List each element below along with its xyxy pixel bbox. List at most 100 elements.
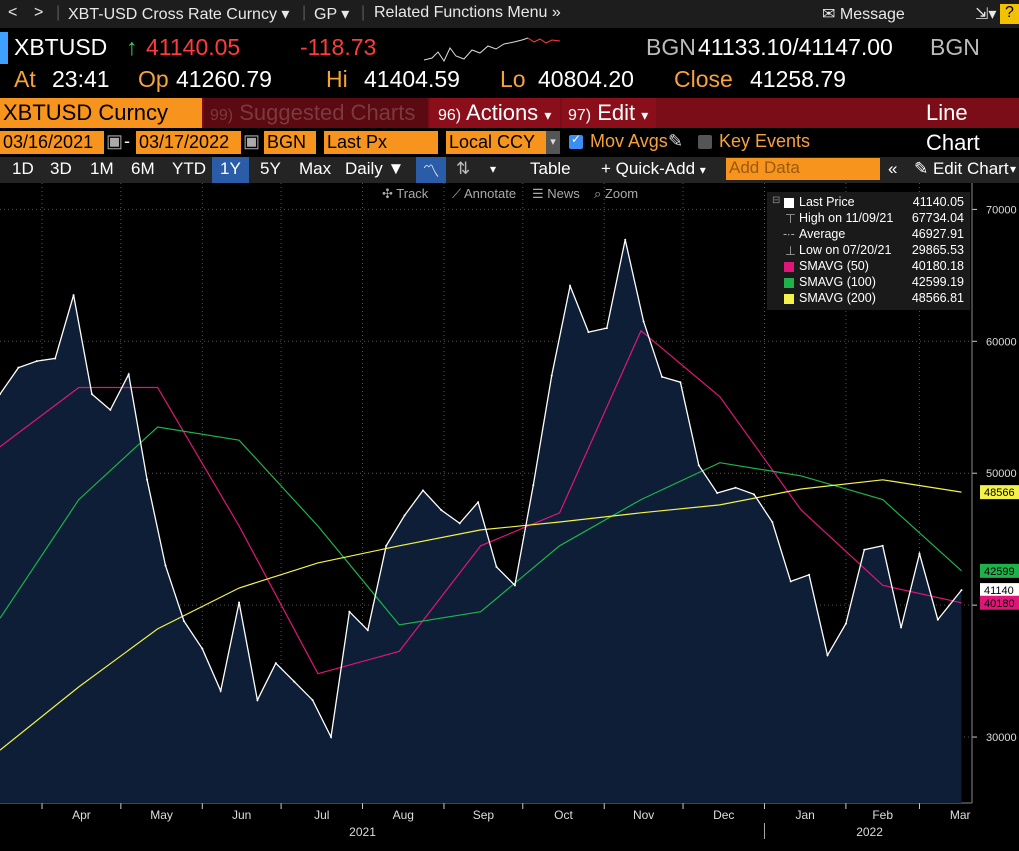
series-line-smavg-100- [0, 426, 962, 626]
y-tick-label: 60000 [986, 336, 1017, 348]
chevron-down-icon[interactable]: ▾ [1010, 162, 1017, 176]
pencil-icon[interactable]: ✎ [668, 131, 684, 151]
price-chart[interactable]: 3000040000500006000070000AprMayJunJulAug… [0, 183, 1019, 847]
collapse-toggle-icon[interactable]: ⊟ [772, 195, 781, 206]
price-point [403, 514, 406, 517]
chevron-down-icon: ▾ [641, 107, 649, 123]
suggested-num: 99) [210, 107, 234, 124]
price-point [35, 360, 38, 363]
currency-selector[interactable]: Local CCY [446, 131, 546, 154]
series-line-smavg-200- [0, 479, 962, 751]
legend-swatch [784, 278, 794, 288]
field-selector[interactable]: Last Px [324, 131, 438, 154]
suggested-charts-menu[interactable]: 99) Suggested Charts ▾ [204, 98, 428, 158]
low-marker-icon: ⊥ [785, 244, 796, 258]
x-tick-label: May [150, 808, 173, 822]
chevron-down-icon[interactable]: ▾ [546, 131, 560, 154]
legend-value: 48566.81 [911, 291, 964, 305]
period-1d[interactable]: 1D [12, 159, 34, 178]
back-icon[interactable]: < [8, 4, 18, 21]
calendar-icon[interactable]: ▣ [243, 131, 261, 151]
security-title[interactable]: XBT-USD Cross Rate Curncy ▾ [68, 4, 289, 24]
start-date-field[interactable]: 03/16/2021 [0, 131, 104, 154]
pricing-source-field[interactable]: BGN [264, 131, 316, 154]
track-label: Track [396, 186, 429, 201]
high-label: Hi [326, 66, 348, 92]
track-tool[interactable]: ✣ Track [382, 186, 429, 201]
mov-avgs-checkbox[interactable]: ✓ [569, 132, 583, 149]
chevron-down-icon: ▾ [341, 6, 350, 23]
x-tick-label: Oct [554, 808, 573, 822]
gp-menu[interactable]: GP ▾ [314, 4, 349, 24]
close-label: Close [674, 66, 733, 92]
bid-ask: 41133.10/41147.00 [698, 34, 893, 60]
price-point [440, 509, 443, 512]
calendar-icon[interactable]: ▣ [106, 131, 124, 151]
price-point [164, 564, 167, 567]
price-point [936, 618, 939, 621]
y-tick-label: 50000 [986, 468, 1017, 480]
line-chart-icon[interactable]: 〽 [416, 157, 446, 183]
security-field[interactable]: XBTUSD Curncy [0, 98, 202, 128]
edit-menu[interactable]: 97) Edit ▾ [562, 98, 656, 128]
open-value: 41260.79 [176, 66, 272, 92]
price-point [238, 601, 241, 604]
actions-menu[interactable]: 96) Actions ▾ [430, 98, 560, 128]
legend-label: High on 11/09/21 [799, 211, 894, 225]
edit-label: Edit [597, 100, 636, 125]
help-icon[interactable]: ? [1000, 4, 1019, 24]
axis-tag-label: 40180 [984, 598, 1015, 610]
price-point [826, 654, 829, 657]
forward-icon[interactable]: > [34, 4, 44, 21]
low-label: Lo [500, 66, 526, 92]
frequency-selector[interactable]: Daily ▼ [345, 159, 405, 178]
price-point [495, 565, 498, 568]
period-ytd[interactable]: YTD [172, 159, 206, 178]
x-tick-label: Feb [872, 808, 893, 822]
period-6m[interactable]: 6M [131, 159, 155, 178]
related-label: Related Functions Menu [374, 4, 548, 21]
axis-tag [980, 563, 1019, 578]
x-tick-label: Jul [314, 808, 329, 822]
price-point [17, 366, 20, 369]
collapse-icon[interactable]: « [888, 159, 898, 178]
add-data-input[interactable]: Add Data [726, 158, 880, 180]
annotate-tool[interactable]: ⟋ Annotate [452, 186, 517, 201]
period-1m[interactable]: 1M [90, 159, 114, 178]
price-point [808, 573, 811, 576]
news-tool[interactable]: ☰ News [532, 186, 580, 201]
average-marker-icon: -∙- [783, 227, 795, 241]
source2: BGN [930, 34, 980, 60]
period-5y[interactable]: 5Y [260, 159, 281, 178]
message-button[interactable]: ✉ Message [822, 4, 905, 24]
zoom-tool[interactable]: ⌕ Zoom [594, 186, 639, 201]
high-marker-icon: ⊤ [785, 212, 796, 226]
price-point [477, 501, 480, 504]
source: BGN [646, 34, 696, 60]
quick-add-button[interactable]: + Quick-Add ▾ [601, 159, 706, 178]
close-value: 41258.79 [750, 66, 846, 92]
x-year-label: 2022 [856, 825, 883, 839]
mov-avgs-label: Mov Avgs [590, 131, 668, 151]
period-max[interactable]: Max [299, 159, 332, 178]
period-3d[interactable]: 3D [50, 159, 72, 178]
chart-toolbar: 1D 3D 1M 6M YTD 1Y 5Y Max Daily ▼ 〽 ⇅ ▾ … [0, 157, 1019, 183]
ticker: XBTUSD [14, 34, 108, 60]
chart-legend[interactable]: ⊟ Last Price 41140.05 ⊤ High on 11/09/21… [767, 192, 970, 310]
legend-row-smavg200: SMAVG (200) 48566.81 [767, 291, 970, 307]
end-date-field[interactable]: 03/17/2022 [136, 131, 241, 154]
chevron-down-icon[interactable]: ▾ [490, 162, 497, 176]
period-1y[interactable]: 1Y [212, 157, 249, 183]
legend-value: 40180.18 [911, 259, 964, 273]
date-dash: - [124, 131, 130, 151]
key-events-checkbox[interactable] [698, 135, 712, 149]
legend-value: 29865.53 [911, 243, 964, 257]
table-button[interactable]: Table [530, 159, 571, 178]
x-tick-label: Jan [796, 808, 815, 822]
edit-chart-button[interactable]: ✎ Edit Chart [914, 159, 1009, 178]
related-functions-menu[interactable]: Related Functions Menu » [374, 4, 561, 22]
axis-tag [980, 485, 1019, 500]
axis-tag-label: 42599 [984, 566, 1015, 578]
candlestick-icon[interactable]: ⇅ [456, 159, 471, 178]
export-icon[interactable]: ⇲▾ [975, 6, 997, 23]
